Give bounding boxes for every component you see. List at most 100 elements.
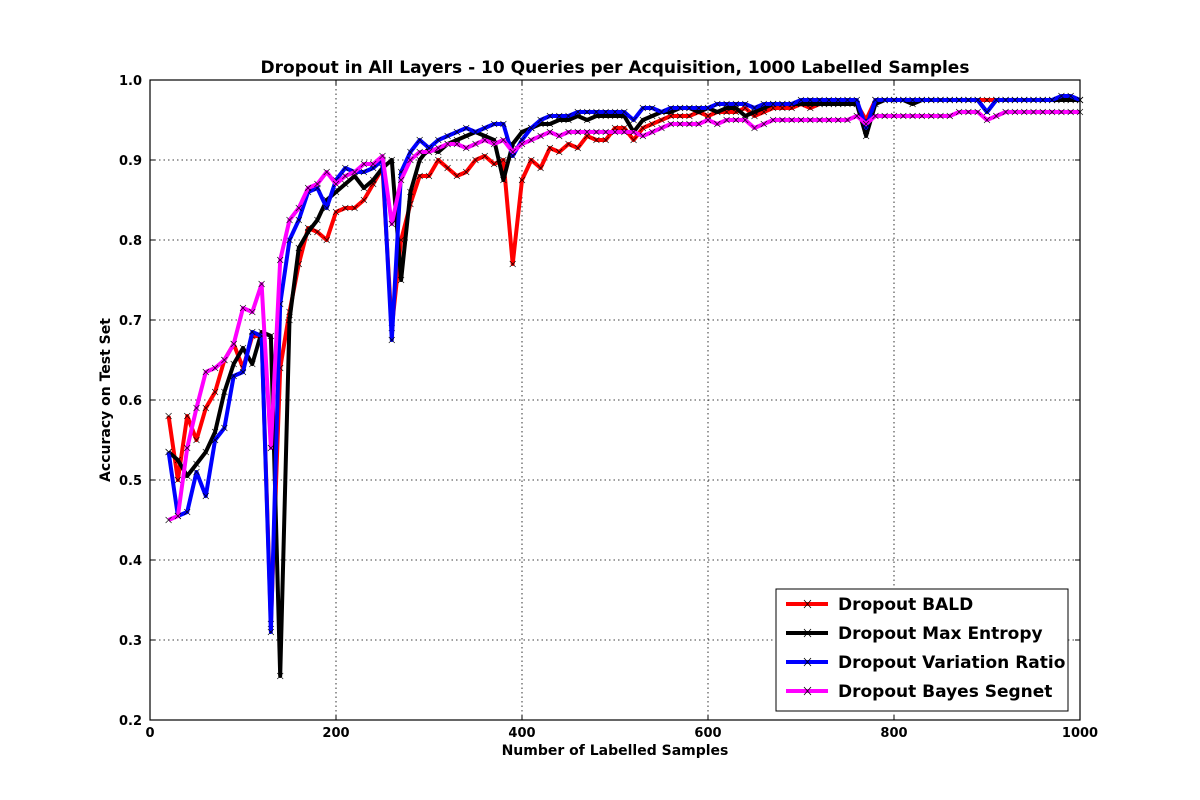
data-point — [983, 108, 991, 116]
data-point — [202, 492, 210, 500]
y-tick-label: 0.9 — [119, 154, 142, 169]
data-point — [314, 216, 321, 224]
data-point — [407, 156, 414, 164]
data-point — [974, 108, 981, 116]
data-point — [193, 436, 200, 444]
data-point — [360, 168, 368, 176]
data-point — [853, 112, 861, 120]
data-point — [397, 276, 405, 284]
data-point — [741, 116, 749, 124]
data-point — [788, 116, 795, 124]
data-point — [490, 160, 498, 168]
y-tick-label: 0.7 — [119, 314, 142, 329]
data-point — [676, 120, 684, 128]
data-point — [714, 100, 721, 108]
data-point — [834, 96, 842, 104]
data-point — [909, 112, 916, 120]
data-point — [183, 508, 191, 516]
data-point — [890, 112, 898, 120]
x-axis-label: Number of Labelled Samples — [502, 743, 729, 759]
data-point — [593, 136, 600, 144]
x-tick-label: 0 — [145, 726, 154, 741]
data-point — [779, 100, 786, 108]
data-point — [258, 280, 265, 288]
data-point — [844, 116, 851, 124]
data-point — [686, 112, 693, 120]
data-point — [965, 108, 972, 116]
data-point — [202, 448, 210, 456]
x-tick-label: 800 — [880, 726, 907, 741]
y-tick-label: 0.8 — [119, 234, 142, 249]
data-point — [462, 132, 470, 140]
data-point — [946, 96, 954, 104]
x-tick-label: 200 — [322, 726, 349, 741]
data-point — [602, 128, 609, 136]
data-point — [1067, 108, 1074, 116]
data-point — [193, 460, 200, 468]
data-point — [648, 128, 656, 136]
data-point — [481, 136, 489, 144]
data-point — [1048, 108, 1056, 116]
data-point — [797, 96, 805, 104]
data-point — [342, 204, 349, 212]
data-point — [230, 360, 237, 368]
legend: Dropout BALD Dropout Max Entropy Dropout V… — [775, 588, 1069, 712]
y-tick-label: 1.0 — [119, 74, 142, 89]
data-point — [546, 120, 554, 128]
data-point — [1039, 96, 1047, 104]
data-point — [565, 112, 572, 120]
data-point — [314, 228, 321, 236]
data-point — [955, 108, 963, 116]
data-point — [658, 108, 665, 116]
data-point — [890, 96, 898, 104]
data-point — [816, 96, 823, 104]
data-point — [369, 160, 377, 168]
data-point — [918, 112, 926, 120]
data-point — [183, 444, 191, 452]
data-point — [165, 448, 172, 456]
data-point — [760, 120, 768, 128]
data-point — [639, 116, 647, 124]
data-point — [676, 104, 684, 112]
data-point — [667, 104, 675, 112]
data-point — [416, 156, 423, 164]
data-point — [472, 128, 479, 136]
data-point — [286, 216, 293, 224]
data-point — [714, 120, 721, 128]
legend-marker — [803, 657, 812, 667]
legend-label: Dropout Variation Ratio — [838, 653, 1065, 673]
data-point — [574, 108, 582, 116]
data-point — [202, 368, 210, 376]
data-point — [723, 100, 730, 108]
data-point — [444, 140, 451, 148]
data-point — [937, 112, 944, 120]
data-point — [211, 388, 219, 396]
data-point — [611, 128, 619, 136]
data-point — [249, 308, 256, 316]
data-point — [267, 628, 275, 636]
data-point — [983, 96, 991, 104]
data-point — [230, 372, 237, 380]
data-point — [416, 148, 423, 156]
data-point — [686, 120, 693, 128]
data-point — [593, 108, 600, 116]
data-point — [648, 104, 656, 112]
data-point — [323, 236, 330, 244]
data-point — [500, 156, 507, 164]
data-point — [193, 468, 200, 476]
data-point — [862, 120, 870, 128]
data-point — [1039, 108, 1047, 116]
data-point — [611, 108, 619, 116]
data-point — [267, 444, 275, 452]
data-point — [593, 128, 600, 136]
data-point — [174, 512, 182, 520]
data-point — [528, 156, 535, 164]
data-point — [900, 96, 907, 104]
data-point — [955, 96, 963, 104]
data-point — [686, 104, 693, 112]
data-point — [583, 116, 591, 124]
data-point — [453, 128, 461, 136]
data-point — [388, 156, 396, 164]
data-point — [518, 176, 526, 184]
data-point — [286, 236, 293, 244]
